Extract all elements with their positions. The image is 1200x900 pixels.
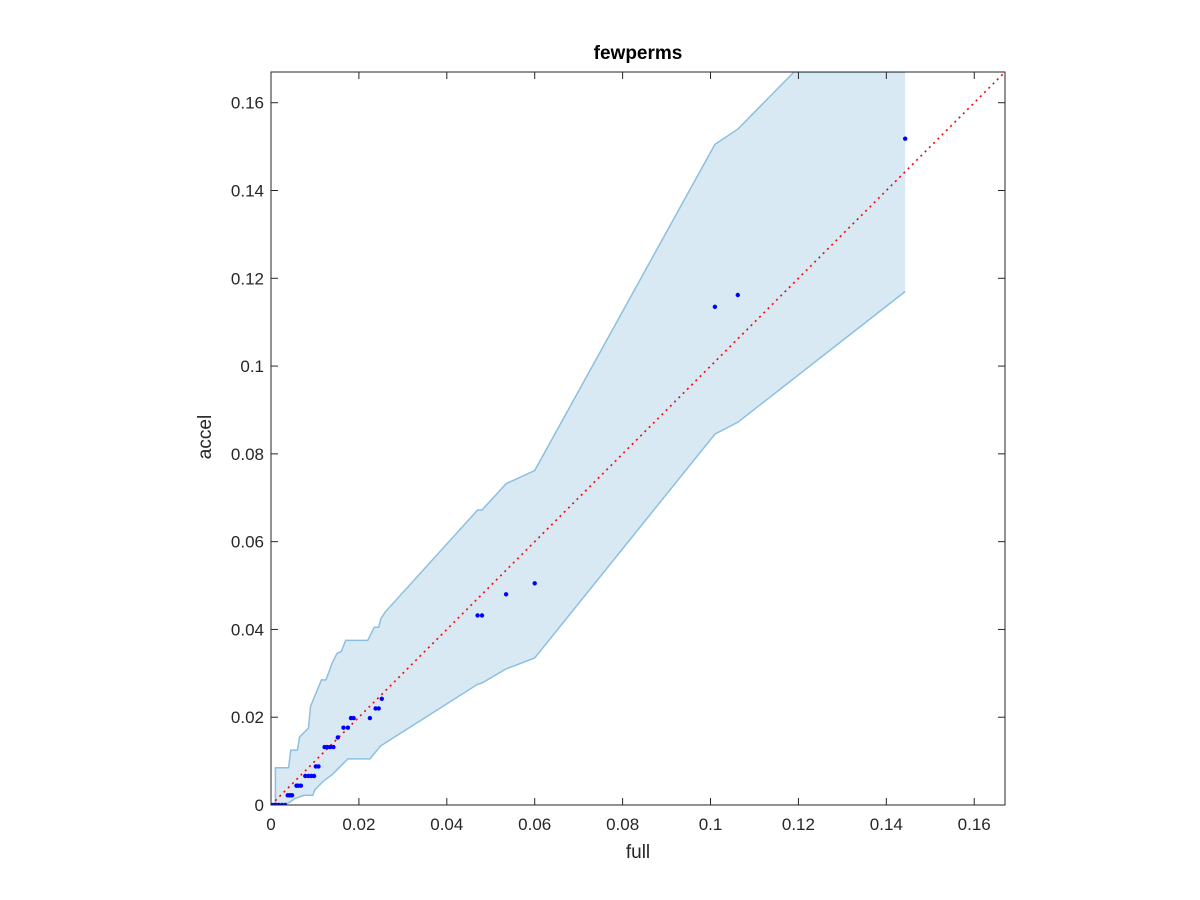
axes: 0 0.02 0.04 0.06 0.08 0.1 0.12 0.14 0.16 0 0.02 0.0… bbox=[231, 71, 1006, 834]
x-axis-label: full bbox=[626, 842, 650, 863]
data-point bbox=[289, 793, 295, 798]
band-lower-edge bbox=[271, 290, 906, 805]
x-tick-label: 0.1 bbox=[699, 815, 723, 834]
axes-box bbox=[270, 71, 1006, 806]
y-tick-label: 0.04 bbox=[231, 620, 264, 639]
band-upper-edge bbox=[271, 72, 906, 805]
data-point bbox=[311, 773, 317, 779]
y-tick-label: 0.14 bbox=[231, 182, 264, 201]
y-tick-label: 0.12 bbox=[231, 269, 264, 288]
data-point bbox=[903, 136, 908, 141]
data-point bbox=[341, 725, 346, 730]
data-point bbox=[735, 292, 740, 298]
x-tick-label: 0.12 bbox=[782, 815, 815, 834]
data-point bbox=[303, 773, 308, 779]
data-point bbox=[376, 706, 381, 711]
data-point bbox=[503, 592, 509, 597]
data-point bbox=[345, 725, 351, 730]
y-tick-label: 0 bbox=[255, 796, 264, 815]
data-point bbox=[351, 715, 356, 721]
data-point bbox=[475, 613, 480, 618]
plot-content bbox=[271, 72, 1005, 805]
data-point bbox=[712, 304, 718, 309]
plot-area bbox=[271, 72, 1005, 805]
data-point bbox=[331, 744, 336, 750]
data-point bbox=[316, 764, 321, 769]
x-tick-label: 0.02 bbox=[342, 815, 375, 834]
x-tick-label: 0.08 bbox=[606, 815, 639, 834]
data-point bbox=[532, 581, 537, 586]
chart-title: fewperms bbox=[594, 43, 683, 64]
y-tick-label: 0.02 bbox=[231, 708, 264, 727]
data-point bbox=[328, 744, 333, 750]
x-tick-label: 0 bbox=[266, 815, 275, 834]
y-tick-label: 0.08 bbox=[231, 445, 264, 464]
y-tick-label: 0.1 bbox=[240, 357, 264, 376]
data-point bbox=[367, 715, 373, 721]
data-point bbox=[479, 613, 485, 618]
data-point bbox=[379, 696, 384, 701]
data-point bbox=[335, 735, 340, 740]
x-tick-label: 0.16 bbox=[958, 815, 991, 834]
x-tick-label: 0.06 bbox=[518, 815, 551, 834]
y-tick-label: 0.16 bbox=[231, 94, 264, 113]
data-point bbox=[298, 783, 304, 788]
y-axis-label: accel bbox=[195, 415, 216, 459]
x-tick-label: 0.14 bbox=[870, 815, 903, 834]
reference-line bbox=[271, 72, 1005, 805]
data-point bbox=[373, 706, 378, 711]
x-tick-label: 0.04 bbox=[430, 815, 463, 834]
confidence-band bbox=[271, 72, 906, 805]
y-tick-label: 0.06 bbox=[231, 533, 264, 552]
data-point bbox=[282, 802, 288, 805]
